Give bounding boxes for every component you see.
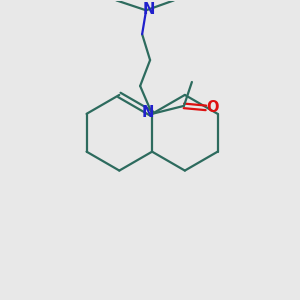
Text: N: N (143, 2, 155, 17)
Text: O: O (207, 100, 219, 116)
Text: N: N (142, 105, 154, 120)
